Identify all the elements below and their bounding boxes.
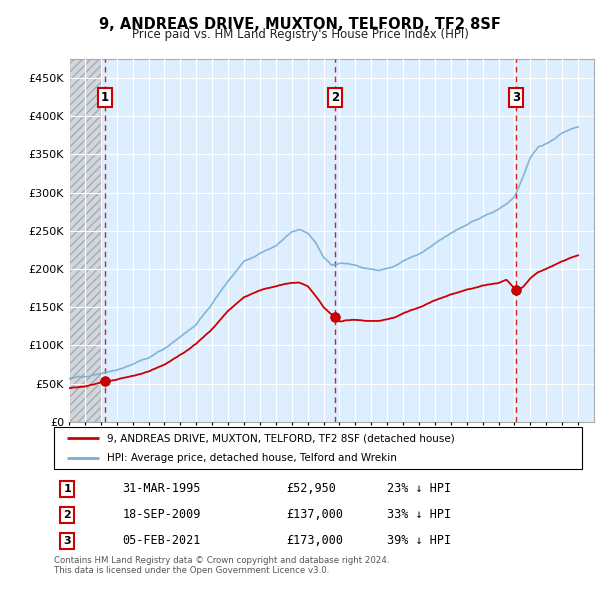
Text: £137,000: £137,000	[286, 509, 343, 522]
Text: 9, ANDREAS DRIVE, MUXTON, TELFORD, TF2 8SF: 9, ANDREAS DRIVE, MUXTON, TELFORD, TF2 8…	[99, 17, 501, 31]
Text: 2: 2	[331, 91, 339, 104]
FancyBboxPatch shape	[54, 427, 582, 469]
Text: 23% ↓ HPI: 23% ↓ HPI	[386, 482, 451, 495]
Text: 2: 2	[64, 510, 71, 520]
Text: Price paid vs. HM Land Registry's House Price Index (HPI): Price paid vs. HM Land Registry's House …	[131, 28, 469, 41]
Text: 1: 1	[101, 91, 109, 104]
Text: 31-MAR-1995: 31-MAR-1995	[122, 482, 201, 495]
Text: 3: 3	[512, 91, 520, 104]
Text: Contains HM Land Registry data © Crown copyright and database right 2024.
This d: Contains HM Land Registry data © Crown c…	[54, 556, 389, 575]
Text: 1: 1	[64, 484, 71, 494]
Text: £173,000: £173,000	[286, 535, 343, 548]
Text: 9, ANDREAS DRIVE, MUXTON, TELFORD, TF2 8SF (detached house): 9, ANDREAS DRIVE, MUXTON, TELFORD, TF2 8…	[107, 433, 455, 443]
Bar	[69, 59, 101, 422]
Text: 3: 3	[64, 536, 71, 546]
Text: 05-FEB-2021: 05-FEB-2021	[122, 535, 201, 548]
Text: 18-SEP-2009: 18-SEP-2009	[122, 509, 201, 522]
Text: HPI: Average price, detached house, Telford and Wrekin: HPI: Average price, detached house, Telf…	[107, 454, 397, 463]
Text: 39% ↓ HPI: 39% ↓ HPI	[386, 535, 451, 548]
Text: 33% ↓ HPI: 33% ↓ HPI	[386, 509, 451, 522]
Bar	[69, 59, 101, 422]
Text: £52,950: £52,950	[286, 482, 336, 495]
